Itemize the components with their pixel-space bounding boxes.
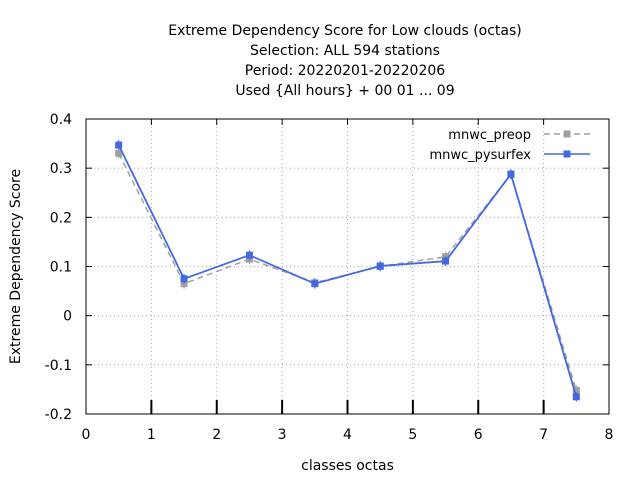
x-tick-label: 6 [474, 427, 483, 443]
y-axis-label: Extreme Dependency Score [8, 169, 24, 364]
y-tick-label: -0.2 [45, 407, 72, 423]
x-axis-label: classes octas [301, 458, 394, 474]
y-tick-label: 0.2 [50, 210, 72, 226]
y-tick-label: 0.1 [50, 260, 72, 276]
legend-swatch-marker [563, 130, 571, 138]
title-line: Extreme Dependency Score for Low clouds … [168, 23, 522, 39]
title-line: Used {All hours} + 00 01 ... 09 [235, 83, 454, 99]
x-tick-label: 5 [408, 427, 417, 443]
x-tick-label: 0 [82, 427, 91, 443]
title-line: Period: 20220201-20220206 [245, 63, 445, 79]
legend-label: mnwc_preop [448, 128, 531, 143]
legend-label: mnwc_pysurfex [429, 148, 531, 163]
axis-ticks: 0 1 2 3 4 5 6 7 8 -0.2 -0.1 0 0.1 0.2 0.3 0.4 [45, 112, 614, 443]
x-tick-label: 3 [278, 427, 287, 443]
y-tick-label: 0.4 [50, 112, 72, 128]
x-tick-label: 7 [539, 427, 548, 443]
legend-swatch-marker [563, 150, 571, 158]
title-line: Selection: ALL 594 stations [250, 43, 440, 59]
legend: mnwc_preop mnwc_pysurfex [429, 128, 590, 163]
chart-title: Extreme Dependency Score for Low clouds … [168, 23, 522, 99]
x-tick-label: 1 [147, 427, 156, 443]
x-tick-label: 4 [343, 427, 352, 443]
y-tick-label: 0 [63, 309, 72, 325]
x-tick-label: 2 [212, 427, 221, 443]
x-tick-label: 8 [605, 427, 614, 443]
series-mnwc_pysurfex [115, 140, 580, 402]
y-tick-label: 0.3 [50, 161, 72, 177]
grid [86, 119, 609, 414]
series [115, 140, 580, 402]
series-line [117, 144, 578, 398]
y-tick-label: -0.1 [45, 358, 72, 374]
